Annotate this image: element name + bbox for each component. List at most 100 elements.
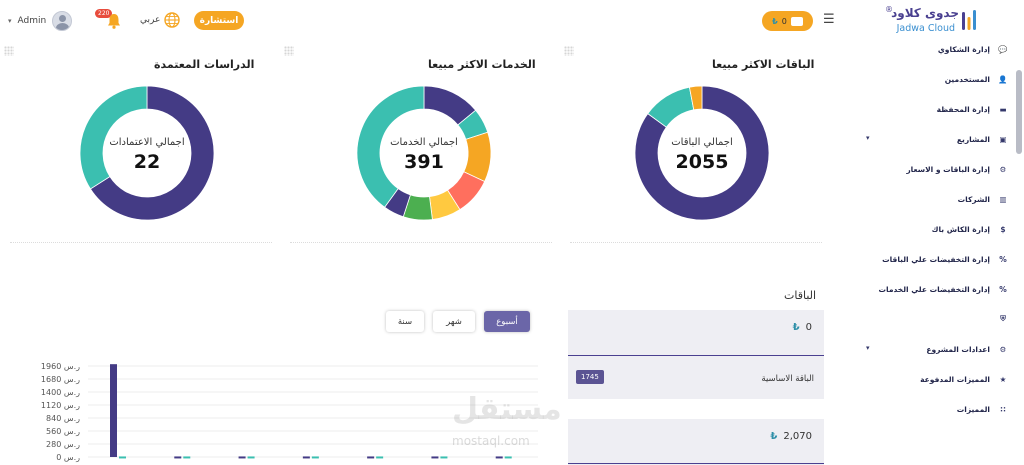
period-year-button[interactable]: سنة: [386, 311, 424, 332]
donut-segment[interactable]: [79, 85, 148, 190]
period-week-button[interactable]: أسبوع: [484, 311, 530, 332]
package-amount: ₺ 0: [793, 322, 812, 333]
consult-button[interactable]: استشارة: [194, 11, 244, 30]
box-icon: ▣: [999, 134, 1007, 144]
registered-mark: ®: [885, 5, 893, 14]
donut-segment[interactable]: [688, 85, 703, 111]
decor-dots: [564, 46, 574, 56]
donut-center-label: اجمالي الخدمات: [390, 137, 458, 148]
sidebar-item[interactable]: ⛨: [990, 312, 1010, 326]
sidebar-item-label: المميزات: [956, 404, 990, 414]
sidebar-item[interactable]: إدارة التخفيضات علي الباقات%: [882, 252, 1010, 266]
donut-title-studies: الدراسات المعتمدة: [154, 58, 255, 71]
donut-center-value: 2055: [675, 151, 729, 173]
currency-icon: ₺: [770, 431, 778, 442]
y-tick-label: 1680 ر.س: [41, 375, 80, 384]
donut-segment[interactable]: [356, 85, 425, 208]
currency-icon: ₺: [792, 322, 800, 333]
logo[interactable]: جدوى كلاود ® Jadwa Cloud: [885, 5, 977, 37]
donut-segment[interactable]: [89, 85, 215, 221]
sidebar-item-label: إدارة الشكاوي: [937, 44, 990, 54]
package-card-header: ₺ 0: [568, 310, 824, 356]
y-tick-label: 1960 ر.س: [41, 362, 80, 371]
user-menu[interactable]: ▾ Admin: [8, 11, 73, 31]
y-tick-label: 560 ر.س: [46, 427, 80, 436]
sidebar-item[interactable]: إدارة الشكاوي 💬: [938, 42, 1010, 56]
divider: [568, 463, 824, 464]
sidebar-item-label: إدارة الباقات و الاسعار: [906, 164, 990, 174]
building-icon: ▥: [999, 194, 1007, 204]
sidebar-item[interactable]: إدارة الكاش باك $: [932, 222, 1010, 236]
sidebar-item-label: اعدادات المشروع: [926, 344, 990, 354]
user-name: Admin: [17, 16, 47, 26]
decor-dots: [284, 46, 294, 56]
menu-toggle-icon[interactable]: ☰: [823, 12, 835, 27]
y-tick-label: 280 ر.س: [46, 440, 80, 449]
divider: [570, 242, 822, 243]
chart-bar[interactable]: [119, 456, 126, 459]
chart-bar[interactable]: [238, 456, 246, 459]
star-icon: ★: [999, 374, 1007, 384]
sidebar-item[interactable]: إدارة الباقات و الاسعار ⚙: [906, 162, 1010, 176]
sidebar-item[interactable]: اعدادات المشروع ⚙: [926, 342, 1010, 356]
sidebar-item[interactable]: المستخدمين 👤: [945, 72, 1010, 86]
donut-services: اجمالي الخدمات 391: [354, 83, 494, 223]
chart-bar[interactable]: [504, 456, 512, 459]
package-card[interactable]: ₺ 0 الباقة الاساسية 1745: [568, 310, 824, 399]
package-card[interactable]: ₺ 2,070: [568, 419, 824, 465]
donut-center-value: 391: [404, 151, 444, 173]
sidebar-item[interactable]: إدارة المحفظة ▬: [937, 102, 1010, 116]
period-month-button[interactable]: شهر: [433, 311, 475, 332]
sidebar: إدارة الشكاوي 💬 المستخدمين 👤 إدارة المحفظة ▬ ا…: [828, 36, 1024, 465]
user-icon: 👤: [998, 74, 1008, 84]
chart-bar[interactable]: [431, 456, 439, 459]
y-tick-label: 840 ر.س: [46, 414, 80, 423]
chevron-down-icon[interactable]: ▾: [866, 134, 870, 142]
percent-icon: %: [999, 284, 1007, 294]
donut-title-packages: الباقات الاكثر مبيعا: [712, 58, 815, 71]
sidebar-item-label: المستخدمين: [944, 74, 990, 84]
sidebar-item[interactable]: المميزات ∷: [957, 402, 1010, 416]
divider: [10, 242, 272, 243]
package-name: الباقة الاساسية: [761, 374, 814, 384]
sidebar-item-label: إدارة التخفيضات علي الخدمات: [878, 284, 990, 294]
sidebar-item[interactable]: المشاريع ▣: [957, 132, 1010, 146]
chat-icon: 💬: [998, 44, 1008, 54]
shield-icon: ⛨: [1000, 314, 1006, 323]
chart-bar[interactable]: [302, 456, 310, 459]
wallet-button[interactable]: ₺ 0: [762, 11, 813, 31]
scrollbar[interactable]: [1016, 70, 1022, 154]
chart-bar[interactable]: [311, 456, 319, 459]
card-icon: [790, 16, 803, 26]
donut-segment[interactable]: [634, 85, 770, 221]
chart-bar[interactable]: [367, 456, 375, 459]
sidebar-item[interactable]: الشركات ▥: [958, 192, 1010, 206]
sidebar-item-label: إدارة الكاش باك: [931, 224, 990, 234]
currency-icon: ₺: [772, 16, 778, 26]
chart-bar[interactable]: [376, 456, 384, 459]
circles-icon: ∷: [1000, 404, 1006, 414]
chart-bar[interactable]: [247, 456, 255, 459]
sidebar-item[interactable]: إدارة التخفيضات علي الخدمات%: [878, 282, 1010, 296]
watermark-english: mostaql.com: [452, 434, 530, 448]
chart-bar[interactable]: [110, 364, 117, 457]
package-amount: ₺ 2,070: [770, 431, 812, 442]
chevron-down-icon[interactable]: ▾: [866, 344, 870, 352]
language-switch[interactable]: عربي: [140, 12, 181, 28]
logo-arabic: جدوى كلاود: [891, 6, 959, 20]
chart-bar[interactable]: [183, 456, 191, 459]
avatar: [52, 11, 73, 31]
package-count-badge: 1745: [576, 370, 604, 384]
chart-bar[interactable]: [440, 456, 448, 459]
bell-icon[interactable]: [105, 12, 123, 30]
donut-packages: اجمالي الباقات 2055: [632, 83, 772, 223]
chart-bar[interactable]: [495, 456, 503, 459]
cashback-icon: $: [1000, 224, 1006, 234]
decor-dots: [4, 46, 14, 56]
chart-bar[interactable]: [174, 456, 182, 459]
donut-studies: اجمالي الاعتمادات 22: [77, 83, 217, 223]
language-label: عربي: [140, 15, 161, 25]
sidebar-item[interactable]: المميزات المدفوعة ★: [920, 372, 1010, 386]
globe-icon: [164, 12, 181, 28]
gear-icon: ⚙: [999, 164, 1007, 174]
